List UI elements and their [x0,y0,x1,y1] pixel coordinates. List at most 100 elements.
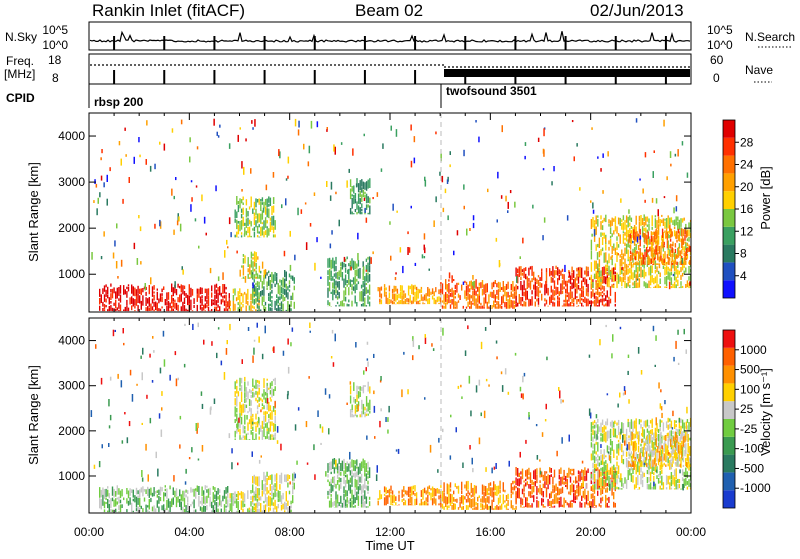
echo-cell [501,195,503,199]
echo-cell [314,474,316,480]
echo-cell [350,179,351,187]
echo-cell [589,409,591,416]
echo-cell [260,409,262,412]
echo-cell [644,443,645,445]
echo-cell [345,480,346,487]
echo-cell [633,229,634,240]
echo-cell [259,388,260,395]
echo-cell [495,506,496,510]
echo-cell [499,481,500,490]
echo-cell [254,119,256,127]
echo-cell [438,438,440,443]
echo-cell [549,297,550,305]
echo-cell [187,511,188,512]
echo-cell [274,272,275,281]
echo-cell [416,287,417,290]
echo-cell [600,215,601,219]
echo-cell [599,277,600,287]
echo-cell [543,475,544,481]
echo-cell [501,287,502,290]
echo-cell [467,285,468,293]
echo-cell [636,283,637,288]
echo-cell [491,292,492,298]
echo-cell [669,272,670,280]
echo-cell [265,217,266,228]
echo-cell [366,305,367,306]
echo-cell [652,264,653,265]
echo-cell [292,495,293,503]
echo-cell [112,289,113,299]
echo-cell [664,400,666,404]
echo-cell [255,286,256,296]
echo-cell [628,217,629,228]
echo-cell [281,505,282,511]
echo-cell [628,259,629,261]
echo-cell [422,302,423,304]
echo-cell [664,196,666,198]
echo-cell [652,265,653,273]
echo-cell [174,491,175,498]
echo-cell [400,285,401,291]
echo-cell [600,437,601,441]
echo-cell [381,287,382,291]
echo-cell [201,497,202,505]
echo-cell [632,456,633,463]
echo-cell [608,254,609,264]
echo-cell [567,479,568,490]
echo-cell [487,496,488,502]
echo-cell [571,500,572,502]
echo-cell [490,482,491,486]
echo-cell [267,412,268,415]
echo-cell [686,462,687,467]
echo-cell [645,420,646,427]
echo-cell [449,272,451,278]
echo-cell [263,296,264,302]
echo-cell [644,447,645,450]
echo-cell [681,228,682,236]
echo-cell [648,218,649,223]
echo-cell [330,195,332,201]
echo-cell [140,261,142,264]
echo-cell [638,454,639,457]
echo-cell [605,325,607,327]
echo-cell [190,204,192,212]
echo-cell [271,434,272,437]
echo-cell [506,284,507,290]
echo-cell [627,371,629,375]
echo-cell [567,283,568,294]
echo-cell [210,268,212,273]
echo-cell [252,274,253,278]
echo-cell [270,405,271,411]
echo-cell [169,303,170,309]
echo-cell [546,487,547,497]
echo-cell [136,497,137,508]
echo-cell [250,294,251,301]
echo-cell [410,295,411,303]
echo-cell [623,254,624,260]
echo-cell [622,435,624,443]
echo-cell [259,213,260,222]
echo-cell [615,267,616,270]
echo-cell [241,214,242,218]
echo-cell [527,287,528,289]
echo-cell [652,467,653,475]
echo-cell [244,415,245,425]
echo-cell [662,258,663,265]
echo-cell [629,268,630,273]
echo-cell [530,281,531,290]
echo-cell [646,463,647,467]
echo-cell [290,301,291,307]
echo-cell [343,263,344,268]
echo-cell [402,295,403,304]
echo-cell [265,230,266,235]
echo-cell [565,294,566,302]
echo-cell [332,330,334,334]
velocity-echo-region [440,481,517,510]
echo-cell [649,460,650,466]
echo-cell [610,227,611,234]
echo-cell [662,239,663,248]
echo-cell [437,297,438,303]
echo-cell [281,280,282,286]
echo-cell [351,284,352,290]
echo-cell [349,169,351,173]
